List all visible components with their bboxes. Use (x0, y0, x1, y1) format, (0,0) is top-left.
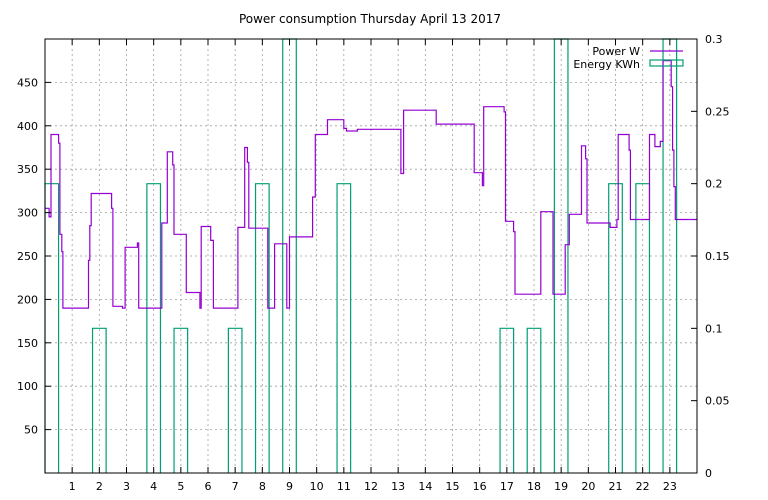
y2-tick-label: 0.3 (705, 33, 723, 46)
y2-tick-label: 0.05 (705, 395, 730, 408)
x-tick-label: 11 (337, 480, 351, 493)
y-tick-label: 300 (17, 207, 38, 220)
x-tick-label: 19 (554, 480, 568, 493)
energy-bar (608, 183, 623, 473)
y-tick-label: 150 (17, 337, 38, 350)
x-tick-label: 23 (663, 480, 677, 493)
x-tick-label: 5 (177, 480, 184, 493)
x-tick-label: 15 (446, 480, 460, 493)
x-tick-label: 14 (418, 480, 432, 493)
x-tick-label: 3 (123, 480, 130, 493)
energy-bar (173, 327, 189, 473)
power-series (45, 60, 697, 309)
y2-tick-label: 0.15 (705, 250, 730, 263)
x-tick-label: 22 (636, 480, 650, 493)
x-tick-label: 18 (527, 480, 541, 493)
y-tick-label: 450 (17, 76, 38, 89)
power-line (45, 60, 697, 309)
legend-energy-label: Energy KWh (573, 58, 640, 71)
x-tick-label: 17 (500, 480, 514, 493)
energy-bar (146, 183, 162, 473)
y-tick-label: 50 (24, 424, 38, 437)
y-tick-label: 100 (17, 380, 38, 393)
legend-energy-swatch (649, 59, 684, 67)
x-tick-label: 8 (259, 480, 266, 493)
energy-bar (254, 183, 270, 473)
x-tick-label: 9 (286, 480, 293, 493)
x-tick-label: 4 (150, 480, 157, 493)
y2-tick-label: 0.1 (705, 322, 723, 335)
y2-tick-label: 0 (705, 467, 712, 480)
energy-bar (499, 327, 515, 473)
energy-bar (227, 327, 243, 473)
x-tick-label: 1 (69, 480, 76, 493)
grid-lines (45, 39, 697, 473)
x-tick-label: 20 (581, 480, 595, 493)
y-tick-label: 350 (17, 163, 38, 176)
energy-bar (336, 183, 352, 473)
y2-tick-label: 0.25 (705, 105, 730, 118)
energy-bar (526, 327, 542, 473)
y-tick-label: 250 (17, 250, 38, 263)
chart-title: Power consumption Thursday April 13 2017 (239, 12, 501, 26)
legend-power-label: Power W (592, 45, 640, 58)
x-tick-label: 21 (609, 480, 623, 493)
energy-bar (91, 327, 107, 473)
energy-bar (635, 183, 651, 473)
x-tick-label: 10 (310, 480, 324, 493)
y-tick-label: 200 (17, 293, 38, 306)
x-tick-label: 12 (364, 480, 378, 493)
x-tick-label: 13 (391, 480, 405, 493)
x-tick-label: 6 (205, 480, 212, 493)
x-tick-label: 16 (473, 480, 487, 493)
y2-tick-label: 0.2 (705, 178, 723, 191)
x-tick-label: 2 (96, 480, 103, 493)
x-tick-label: 7 (232, 480, 239, 493)
plot-border (44, 38, 698, 474)
y-tick-label: 400 (17, 120, 38, 133)
